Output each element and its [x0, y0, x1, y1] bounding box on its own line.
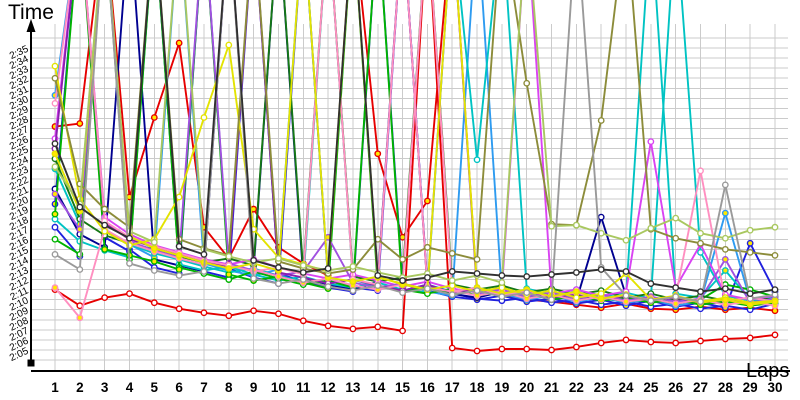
svg-text:7: 7 [200, 380, 208, 395]
svg-text:18: 18 [470, 380, 486, 395]
svg-text:2: 2 [76, 380, 84, 395]
svg-text:13: 13 [345, 380, 361, 395]
series-line-driver-red-a [54, 0, 776, 352]
series-line-driver-red-b [54, 0, 776, 312]
svg-text:1: 1 [51, 380, 59, 395]
svg-text:5: 5 [151, 380, 159, 395]
series-line-driver-green-b [54, 0, 776, 307]
y-axis-title: Time [8, 1, 54, 24]
series-line-driver-yellowgreen [54, 0, 776, 284]
svg-text:25: 25 [643, 380, 659, 395]
svg-text:10: 10 [271, 380, 286, 395]
svg-text:23: 23 [594, 380, 610, 395]
svg-text:27: 27 [693, 380, 708, 395]
x-axis-title: Laps [746, 360, 790, 382]
svg-text:28: 28 [718, 380, 734, 395]
svg-text:20: 20 [519, 380, 534, 395]
svg-text:30: 30 [767, 380, 782, 395]
series-line-driver-magenta [54, 0, 776, 301]
svg-text:11: 11 [296, 380, 311, 395]
svg-text:8: 8 [225, 380, 233, 395]
series-line-driver-black [54, 0, 776, 295]
svg-text:19: 19 [494, 380, 509, 395]
svg-text:17: 17 [445, 380, 460, 395]
svg-text:26: 26 [668, 380, 684, 395]
series-line-driver-gray [54, 0, 776, 303]
svg-text:22: 22 [569, 380, 584, 395]
svg-text:21: 21 [544, 380, 560, 395]
svg-text:14: 14 [370, 380, 386, 395]
svg-text:24: 24 [619, 380, 635, 395]
svg-text:4: 4 [126, 380, 134, 395]
svg-text:29: 29 [743, 380, 758, 395]
svg-text:9: 9 [250, 380, 258, 395]
svg-text:6: 6 [175, 380, 183, 395]
svg-text:3: 3 [101, 380, 109, 395]
svg-text:12: 12 [321, 380, 336, 395]
svg-text:15: 15 [395, 380, 411, 395]
svg-text:16: 16 [420, 380, 436, 395]
